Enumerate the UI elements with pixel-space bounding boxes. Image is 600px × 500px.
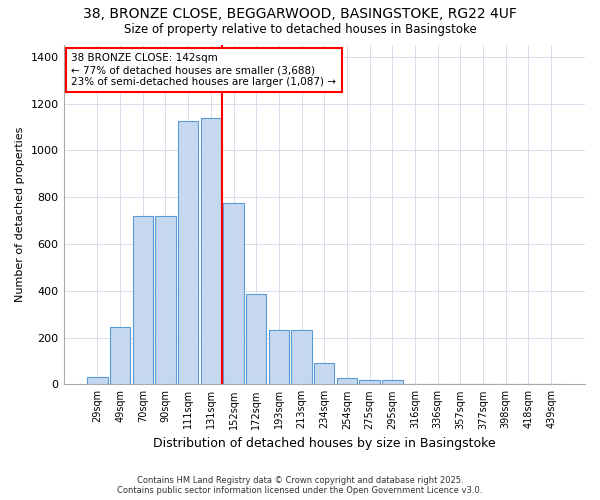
Bar	[178, 121, 199, 384]
Bar	[133, 216, 153, 384]
Bar	[382, 380, 403, 384]
Bar	[200, 118, 221, 384]
Text: 38, BRONZE CLOSE, BEGGARWOOD, BASINGSTOKE, RG22 4UF: 38, BRONZE CLOSE, BEGGARWOOD, BASINGSTOK…	[83, 8, 517, 22]
Bar	[155, 216, 176, 384]
Bar	[87, 378, 107, 384]
Text: Size of property relative to detached houses in Basingstoke: Size of property relative to detached ho…	[124, 22, 476, 36]
Bar	[359, 380, 380, 384]
Bar	[314, 363, 334, 384]
Bar	[110, 327, 130, 384]
Bar	[269, 330, 289, 384]
Text: 38 BRONZE CLOSE: 142sqm
← 77% of detached houses are smaller (3,688)
23% of semi: 38 BRONZE CLOSE: 142sqm ← 77% of detache…	[71, 54, 337, 86]
Bar	[246, 294, 266, 384]
Text: Contains HM Land Registry data © Crown copyright and database right 2025.
Contai: Contains HM Land Registry data © Crown c…	[118, 476, 482, 495]
Bar	[292, 330, 312, 384]
Bar	[223, 203, 244, 384]
Bar	[337, 378, 357, 384]
X-axis label: Distribution of detached houses by size in Basingstoke: Distribution of detached houses by size …	[153, 437, 496, 450]
Y-axis label: Number of detached properties: Number of detached properties	[15, 127, 25, 302]
